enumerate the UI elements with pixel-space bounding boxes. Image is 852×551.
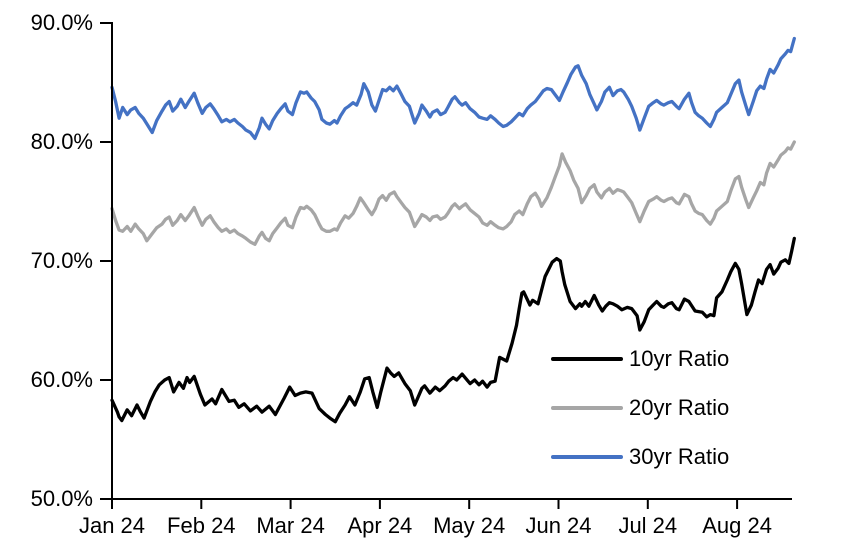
- y-tick-label-70: 70.0%: [30, 248, 93, 273]
- y-tick-label-60: 60.0%: [30, 367, 93, 392]
- y-tick-label-80: 80.0%: [30, 129, 93, 154]
- x-tick-label-aug: Aug 24: [702, 513, 772, 538]
- legend-label-10yr: 10yr Ratio: [629, 345, 730, 371]
- legend-label-20yr: 20yr Ratio: [629, 394, 730, 420]
- y-tick-label-90: 90.0%: [30, 10, 93, 35]
- x-tick-label-jan: Jan 24: [78, 513, 146, 538]
- series-line-10yr-ratio: [110, 236, 796, 424]
- legend-label-30yr: 30yr Ratio: [629, 443, 730, 469]
- y-axis-ticks: [100, 22, 112, 500]
- legend-item-30yr-ratio: 30yr Ratio: [551, 432, 729, 481]
- legend-line-swatch-30yr: [551, 454, 623, 459]
- legend-item-20yr-ratio: 20yr Ratio: [551, 383, 729, 432]
- x-tick-label-may: May 24: [433, 513, 506, 538]
- legend-line-swatch-20yr: [551, 405, 623, 410]
- x-tick-label-apr: Apr 24: [347, 513, 413, 538]
- x-axis-ticks: [111, 499, 739, 509]
- x-tick-label-mar: Mar 24: [256, 513, 325, 538]
- x-tick-label-feb: Feb 24: [167, 513, 236, 538]
- legend: 10yr Ratio 20yr Ratio 30yr Ratio: [551, 334, 729, 481]
- series-line-20yr-ratio: [110, 140, 796, 246]
- series-line-30yr-ratio: [110, 36, 796, 141]
- legend-item-10yr-ratio: 10yr Ratio: [551, 334, 729, 383]
- y-tick-label-50: 50.0%: [30, 486, 93, 511]
- x-tick-label-jul: Jul 24: [618, 513, 678, 538]
- legend-line-swatch-10yr: [551, 356, 623, 361]
- x-tick-label-jun: Jun 24: [525, 513, 592, 538]
